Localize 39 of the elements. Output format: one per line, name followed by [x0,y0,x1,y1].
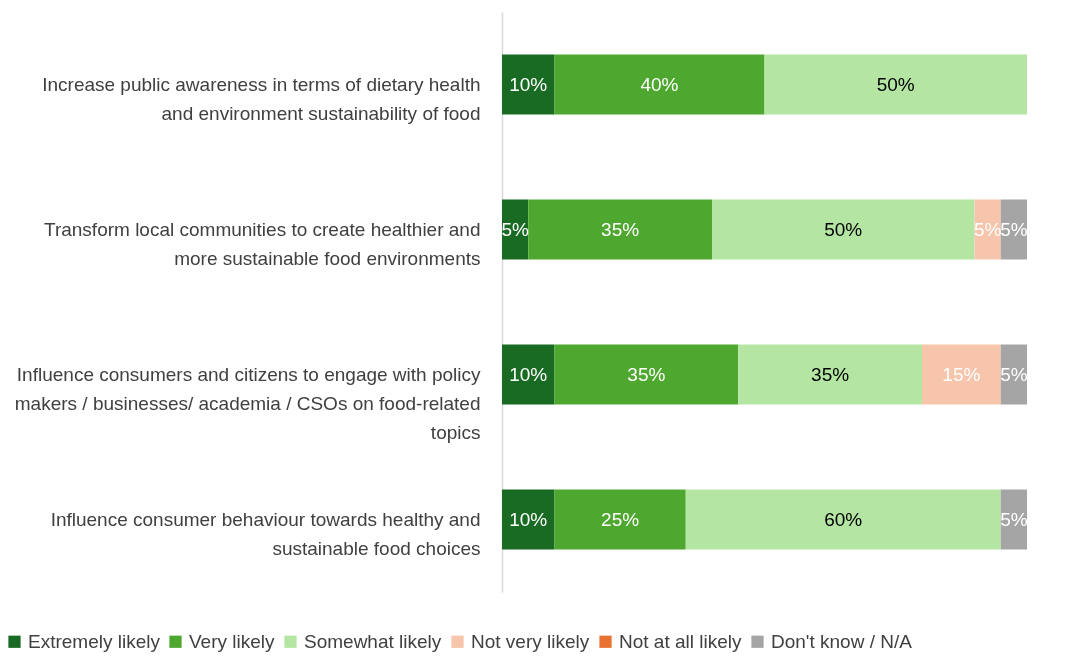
legend-label: Somewhat likely [304,630,442,652]
bar [554,54,765,115]
data-label: 10% [509,73,548,95]
data-label: 50% [824,218,863,240]
data-label: 50% [876,73,915,95]
bar [554,344,739,405]
data-label: 25% [601,508,640,530]
data-label: 40% [640,73,679,95]
data-label: 5% [1000,218,1028,240]
y-tick-label: Transform local communities to create healthier and more sustainable food environments [44,218,481,269]
data-label: 35% [601,218,640,240]
bar [554,489,686,550]
bar [502,344,555,405]
bar [922,344,1001,405]
data-label: 10% [509,363,548,385]
data-label: 5% [1000,508,1028,530]
legend-label: Very likely [189,630,276,652]
y-tick-label: Increase public awareness in terms of dietary health and environment sustainability of food [42,73,481,124]
data-label: 15% [942,363,981,385]
data-label: 5% [973,218,1002,240]
bar [738,344,922,405]
bar [502,54,555,115]
legend-label: Don't know / N/A [771,630,913,652]
data-label: 10% [509,508,548,530]
data-label: 35% [627,363,666,385]
data-label: 5% [1000,363,1028,385]
data-label: 60% [824,508,863,530]
bar [764,54,1027,115]
bar [528,199,712,260]
legend-label: Not very likely [471,630,590,652]
bar [712,199,975,260]
bar [685,489,1001,550]
data-label: 5% [501,218,529,240]
bar [502,489,555,550]
y-tick-label: Influence consumers and citizens to engage with policy makers / businesses/ academia / CSOs on food-related topics [14,363,481,443]
legend-label: Not at all likely [619,630,742,652]
legend-label: Extremely likely [28,630,161,652]
data-label: 35% [811,363,850,385]
y-tick-label: Influence consumer behaviour towards healthy and sustainable food choices [50,508,481,559]
